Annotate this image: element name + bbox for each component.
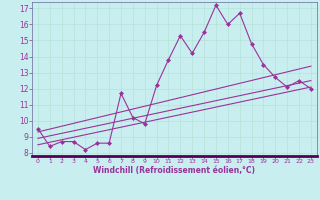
X-axis label: Windchill (Refroidissement éolien,°C): Windchill (Refroidissement éolien,°C) (93, 166, 255, 175)
